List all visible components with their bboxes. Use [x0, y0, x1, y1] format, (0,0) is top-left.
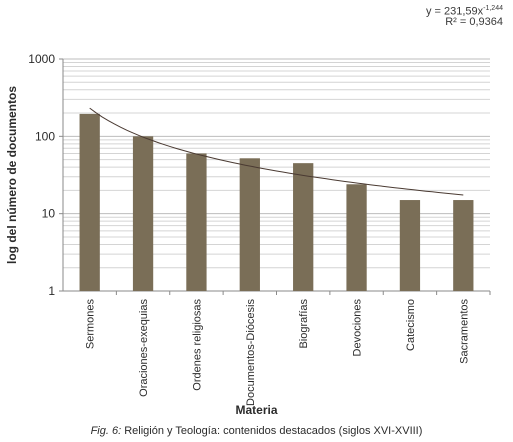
x-tick-label: Catecismo	[405, 299, 417, 351]
x-tick-label: Sermones	[85, 299, 97, 350]
x-tick-label: Documentos-Diócesis	[245, 299, 257, 406]
x-tick-label: Ordenes religiosas	[191, 299, 203, 391]
x-axis-label: Materia	[235, 403, 278, 417]
bar	[293, 163, 314, 291]
figure-caption: Fig. 6: Religión y Teología: contenidos …	[90, 425, 423, 437]
bar	[399, 200, 421, 291]
trendline-equation: y = 231,59x-1,244	[425, 5, 503, 18]
bar	[239, 158, 260, 291]
bar	[186, 153, 207, 291]
y-tick-label: 10	[42, 207, 56, 221]
bar	[346, 184, 367, 291]
bar	[132, 136, 154, 291]
x-tick-label: Sacramentos	[458, 299, 470, 364]
x-tick-label: Biografías	[298, 299, 310, 349]
y-tick-label: 1	[48, 284, 55, 298]
x-tick-label: Oraciones-exequias	[138, 299, 150, 397]
y-axis-label: log del número de documentos	[5, 85, 19, 265]
bar	[79, 113, 100, 291]
trendline	[89, 107, 464, 196]
y-tick-label: 1000	[28, 52, 55, 66]
y-tick-label: 100	[35, 129, 55, 143]
x-tick-label: Devociones	[352, 299, 364, 357]
r-squared-label: R² = 0,9364	[445, 16, 503, 28]
bar	[453, 200, 474, 291]
